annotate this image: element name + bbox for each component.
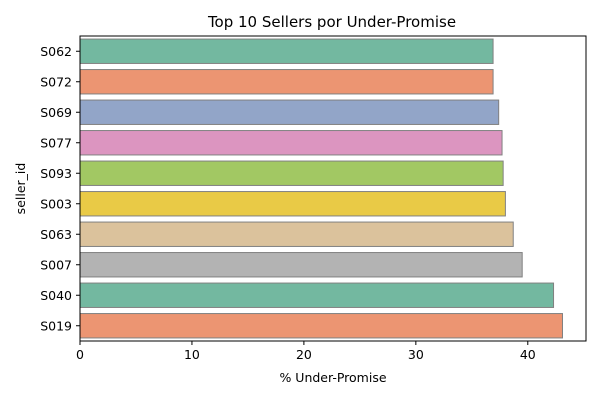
y-tick-label: S077 [40,135,72,150]
bar-s040 [79,282,555,308]
x-tick-label: 40 [520,347,536,362]
bar-s072 [79,69,494,95]
bar-s003 [79,191,506,217]
x-axis: 0 10 20 30 40 [76,341,536,362]
x-tick-label: 0 [76,347,84,362]
bar-s077 [79,130,503,156]
bar-s069 [79,99,500,125]
plot-frame [79,35,587,342]
y-tick-label: S063 [40,227,72,242]
bars-layer [79,38,563,339]
bar-s062 [79,38,494,64]
bar-s093 [79,160,504,186]
y-tick-label: S007 [40,257,72,272]
y-tick-label: S093 [40,166,72,181]
y-tick-label: S069 [40,105,72,120]
chart-title: Top 10 Sellers por Under-Promise [207,13,456,31]
y-axis: S062 S072 S069 S077 S093 S003 S063 S007 S040 S019 [40,44,80,333]
bar-s019 [79,313,563,339]
x-axis-label: % Under-Promise [279,370,386,385]
x-tick-label: 10 [184,347,200,362]
y-axis-label: seller_id [13,163,28,215]
y-tick-label: S040 [40,288,72,303]
bar-s007 [79,252,523,278]
x-tick-label: 30 [408,347,424,362]
y-tick-label: S062 [40,44,72,59]
y-tick-label: S003 [40,196,72,211]
x-tick-label: 20 [296,347,312,362]
bar-s063 [79,221,514,247]
y-tick-label: S072 [40,74,72,89]
y-tick-label: S019 [40,318,72,333]
